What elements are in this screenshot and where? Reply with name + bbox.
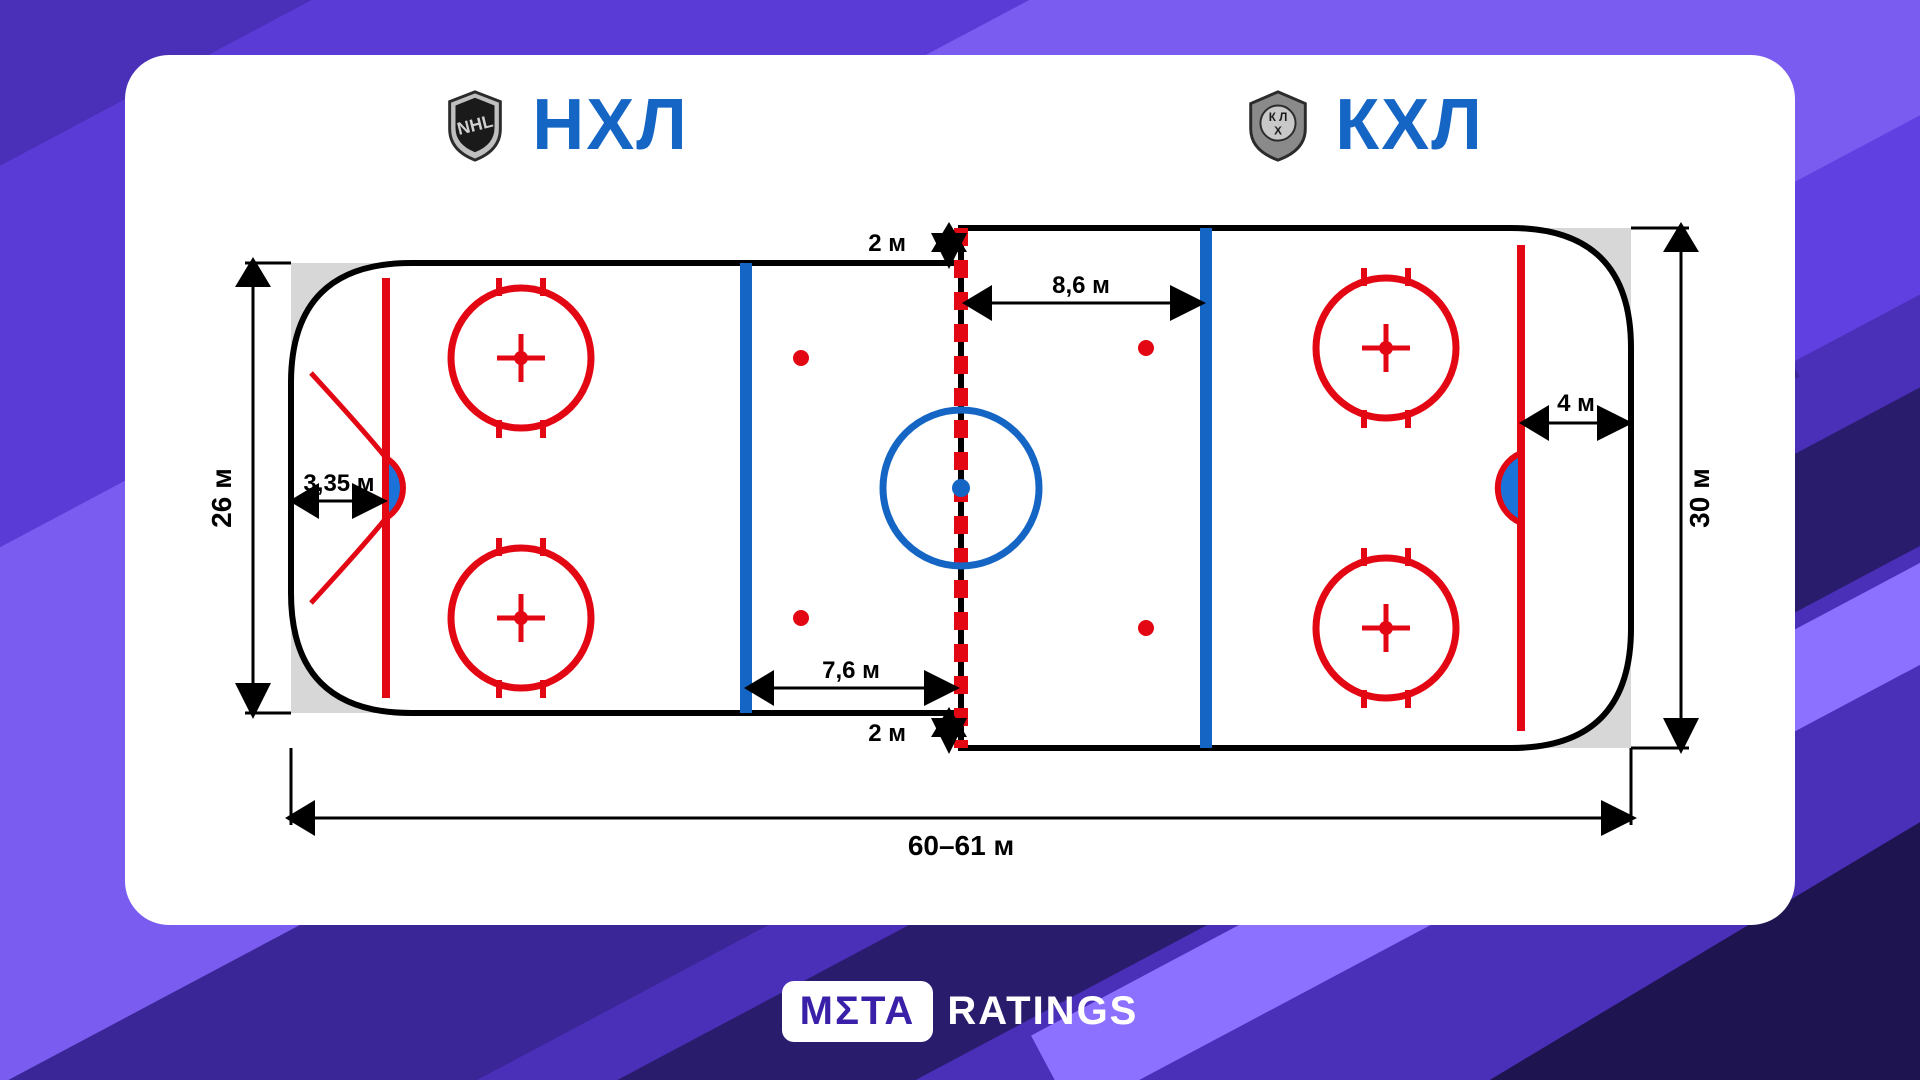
dim-length: 60–61 м xyxy=(908,830,1014,861)
dim-khl-width: 30 м xyxy=(1684,468,1715,528)
dim-khl-goal: 4 м xyxy=(1557,390,1595,417)
rink-diagram: 26 м 30 м 60–61 м 3,35 м 4 м xyxy=(161,183,1759,883)
khl-ice xyxy=(961,228,1631,748)
khl-title-text: КХЛ xyxy=(1335,84,1484,166)
nhl-shield-icon: NHL xyxy=(436,86,514,164)
khl-title-block: К Л Х КХЛ xyxy=(1239,84,1484,166)
dim-extra-bot: 2 м xyxy=(868,720,906,747)
brand-ratings: RATINGS xyxy=(947,989,1138,1034)
nhl-title-text: НХЛ xyxy=(532,84,689,166)
nhl-title-block: NHL НХЛ xyxy=(436,84,689,166)
league-titles-row: NHL НХЛ К Л Х КХЛ xyxy=(161,75,1759,175)
dim-nhl-goal: 3,35 м xyxy=(303,470,374,497)
comparison-card: NHL НХЛ К Л Х КХЛ xyxy=(125,55,1795,925)
svg-text:Х: Х xyxy=(1274,125,1282,138)
dim-extra-top: 2 м xyxy=(868,230,906,257)
svg-text:К Л: К Л xyxy=(1269,111,1288,124)
dim-khl-blue: 8,6 м xyxy=(1052,272,1110,299)
brand-meta-box: MΣTA xyxy=(782,981,934,1042)
khl-shield-icon: К Л Х xyxy=(1239,86,1317,164)
dim-nhl-blue: 7,6 м xyxy=(822,657,880,684)
dim-nhl-width: 26 м xyxy=(206,468,237,528)
footer-brand: MΣTA RATINGS xyxy=(0,981,1920,1042)
